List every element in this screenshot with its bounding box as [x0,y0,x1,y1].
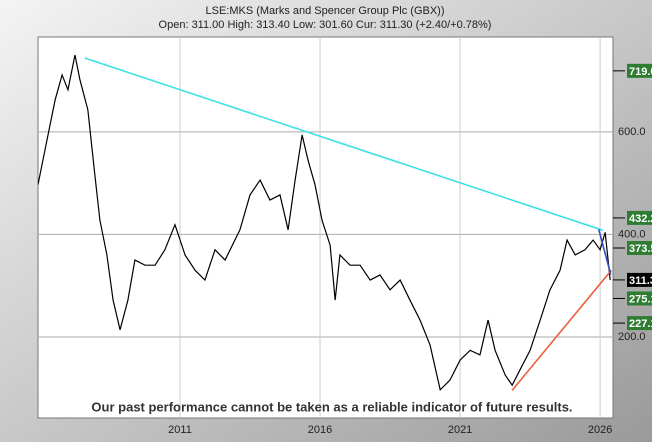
y-tick-label: 600.0 [618,126,646,138]
level-label: 373.5 [629,243,652,255]
y-tick-label: 400.0 [618,228,646,240]
disclaimer: Our past performance cannot be taken as … [91,399,572,414]
trend-line [84,57,604,232]
chart-subtitle: Open: 311.00 High: 313.40 Low: 301.60 Cu… [159,19,492,31]
plot-area [37,36,614,419]
level-label: 275.1 [629,293,652,305]
y-tick-label: 200.0 [618,331,646,343]
price-line [38,54,611,391]
chart-title: LSE:MKS (Marks and Spencer Group Plc (GB… [205,5,444,17]
x-tick-label: 2011 [168,424,192,436]
trend-line [597,229,612,275]
level-box [627,291,652,306]
level-label: 227.1 [629,318,652,330]
level-label: 311.3 [629,275,652,287]
trend-line [511,269,612,391]
level-label: 719.0 [629,66,652,78]
level-label: 432.2 [629,213,652,225]
x-tick-label: 2016 [308,424,332,436]
level-box [627,272,652,287]
x-tick-label: 2026 [588,424,612,436]
level-box [627,210,652,225]
level-box [627,316,652,331]
level-box [627,63,652,78]
level-box [627,241,652,256]
x-tick-label: 2021 [448,424,472,436]
plot [38,37,613,418]
